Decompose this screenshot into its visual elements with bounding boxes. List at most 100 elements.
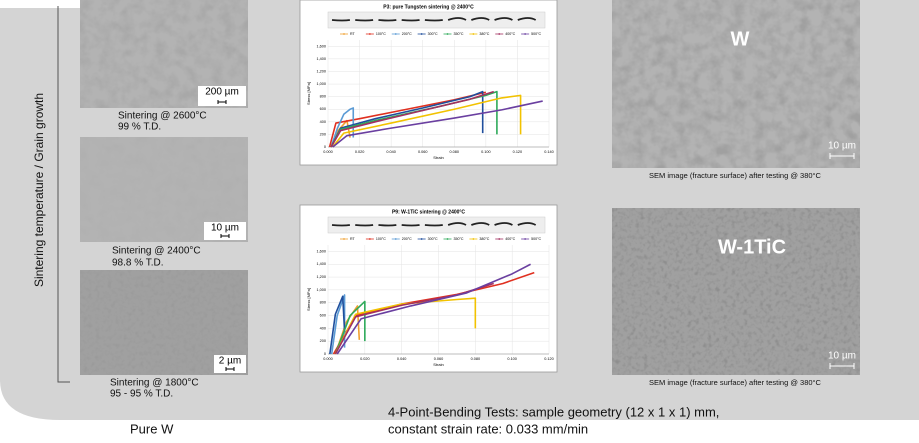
caption: SEM image (fracture surface) after testi… bbox=[649, 171, 822, 180]
legend-label: 500°C bbox=[531, 237, 541, 241]
specimen bbox=[332, 225, 350, 226]
legend-label: 200°C bbox=[402, 32, 412, 36]
x-tick-label: 0.080 bbox=[471, 357, 481, 361]
left-image: 2 µm bbox=[80, 270, 248, 375]
footer: 4-Point-Bending Tests: sample geometry (… bbox=[388, 404, 719, 419]
legend-marker bbox=[472, 33, 474, 35]
legend-marker bbox=[524, 33, 526, 35]
legend-marker bbox=[421, 238, 423, 240]
y-tick-label: 800 bbox=[320, 95, 326, 99]
scale-label: 200 µm bbox=[205, 87, 239, 98]
y-tick-label: 600 bbox=[320, 107, 326, 111]
scale-label: 10 µm bbox=[211, 223, 239, 234]
caption: 98.8 % T.D. bbox=[112, 258, 164, 269]
footer: constant strain rate: 0.033 mm/min bbox=[388, 421, 588, 436]
x-tick-label: 0.000 bbox=[323, 357, 333, 361]
y-axis-label: Stress [MPa] bbox=[306, 288, 311, 311]
legend-label: 380°C bbox=[479, 32, 489, 36]
vertical-label: Sintering temperature / Grain growth bbox=[32, 93, 46, 287]
material-label: W bbox=[731, 28, 750, 50]
legend-label: 400°C bbox=[505, 32, 515, 36]
y-tick-label: 200 bbox=[320, 132, 326, 136]
chart: P3: pure Tungsten sintering @ 2400°CRT10… bbox=[300, 0, 557, 165]
x-axis-label: Strain bbox=[433, 362, 443, 367]
legend-label: RT bbox=[350, 237, 356, 241]
specimen bbox=[332, 20, 350, 21]
specimen bbox=[425, 20, 443, 21]
y-tick-label: 400 bbox=[320, 120, 326, 124]
x-tick-label: 0.020 bbox=[360, 357, 370, 361]
legend-marker bbox=[343, 33, 345, 35]
x-tick-label: 0.040 bbox=[397, 357, 407, 361]
legend-label: 380°C bbox=[479, 237, 489, 241]
y-tick-label: 1,400 bbox=[316, 262, 326, 266]
y-tick-label: 200 bbox=[320, 339, 326, 343]
x-tick-label: 0.080 bbox=[450, 150, 460, 154]
specimen bbox=[355, 225, 373, 226]
y-tick-label: 1,000 bbox=[316, 82, 326, 86]
caption: 99 % T.D. bbox=[118, 122, 161, 133]
legend-label: 350°C bbox=[454, 237, 464, 241]
chart-title: P9: W-1TiC sintering @ 2400°C bbox=[392, 209, 465, 215]
chart: P9: W-1TiC sintering @ 2400°C RT 100°C 200°… bbox=[300, 205, 557, 372]
legend-marker bbox=[524, 238, 526, 240]
legend-marker bbox=[395, 33, 397, 35]
x-tick-label: 0.120 bbox=[513, 150, 523, 154]
material-label: W-1TiC bbox=[718, 236, 786, 258]
legend-marker bbox=[498, 33, 500, 35]
y-axis-label: Stress [MPa] bbox=[306, 82, 311, 105]
legend-label: 350°C bbox=[454, 32, 464, 36]
specimen bbox=[402, 20, 420, 21]
x-tick-label: 0.060 bbox=[418, 150, 428, 154]
y-tick-label: 1,200 bbox=[316, 69, 326, 73]
caption: Sintering @ 2600°C bbox=[118, 111, 207, 122]
legend-marker bbox=[472, 238, 474, 240]
legend-marker bbox=[343, 238, 345, 240]
x-tick-label: 0.020 bbox=[355, 150, 365, 154]
legend-marker bbox=[369, 238, 371, 240]
legend-label: 200°C bbox=[402, 237, 412, 241]
y-tick-label: 1,600 bbox=[316, 44, 326, 48]
x-tick-label: 0.040 bbox=[386, 150, 396, 154]
legend-label: RT bbox=[350, 32, 356, 36]
legend-marker bbox=[447, 33, 449, 35]
x-tick-label: 0.100 bbox=[481, 150, 491, 154]
x-axis-label: Strain bbox=[433, 155, 443, 160]
y-tick-label: 1,000 bbox=[316, 288, 326, 292]
corner bbox=[0, 0, 80, 8]
legend-marker bbox=[395, 238, 397, 240]
legend-marker bbox=[447, 238, 449, 240]
y-tick-label: 600 bbox=[320, 314, 326, 318]
scale-label: 10 µm bbox=[828, 141, 856, 152]
y-tick-label: 1,200 bbox=[316, 275, 326, 279]
specimen bbox=[378, 20, 396, 21]
legend-label: 300°C bbox=[428, 32, 438, 36]
specimen bbox=[378, 225, 396, 226]
legend-marker bbox=[421, 33, 423, 35]
legend-marker bbox=[498, 238, 500, 240]
legend-label: 100°C bbox=[376, 237, 386, 241]
y-tick-label: 1,400 bbox=[316, 57, 326, 61]
legend-marker bbox=[369, 33, 371, 35]
legend-label: 100°C bbox=[376, 32, 386, 36]
y-tick-label: 0 bbox=[324, 145, 326, 149]
specimen bbox=[355, 20, 373, 21]
left-image: 200 µm bbox=[80, 0, 248, 108]
x-tick-label: 0.060 bbox=[434, 357, 444, 361]
left-title: Pure W bbox=[130, 421, 174, 436]
caption: 95 - 95 % T.D. bbox=[110, 389, 173, 400]
x-tick-label: 0.000 bbox=[323, 150, 333, 154]
caption: Sintering @ 1800°C bbox=[110, 378, 199, 389]
y-tick-label: 800 bbox=[320, 301, 326, 305]
legend-label: 300°C bbox=[428, 237, 438, 241]
legend-label: 500°C bbox=[531, 32, 541, 36]
y-tick-label: 400 bbox=[320, 326, 326, 330]
legend-label: 400°C bbox=[505, 237, 515, 241]
scale-label: 10 µm bbox=[828, 351, 856, 362]
caption: SEM image (fracture surface) after testi… bbox=[649, 378, 822, 387]
x-tick-label: 0.140 bbox=[544, 150, 554, 154]
scale-label: 2 µm bbox=[219, 356, 241, 367]
caption: Sintering @ 2400°C bbox=[112, 246, 201, 257]
left-image: 10 µm bbox=[80, 137, 248, 242]
specimen bbox=[402, 225, 420, 226]
